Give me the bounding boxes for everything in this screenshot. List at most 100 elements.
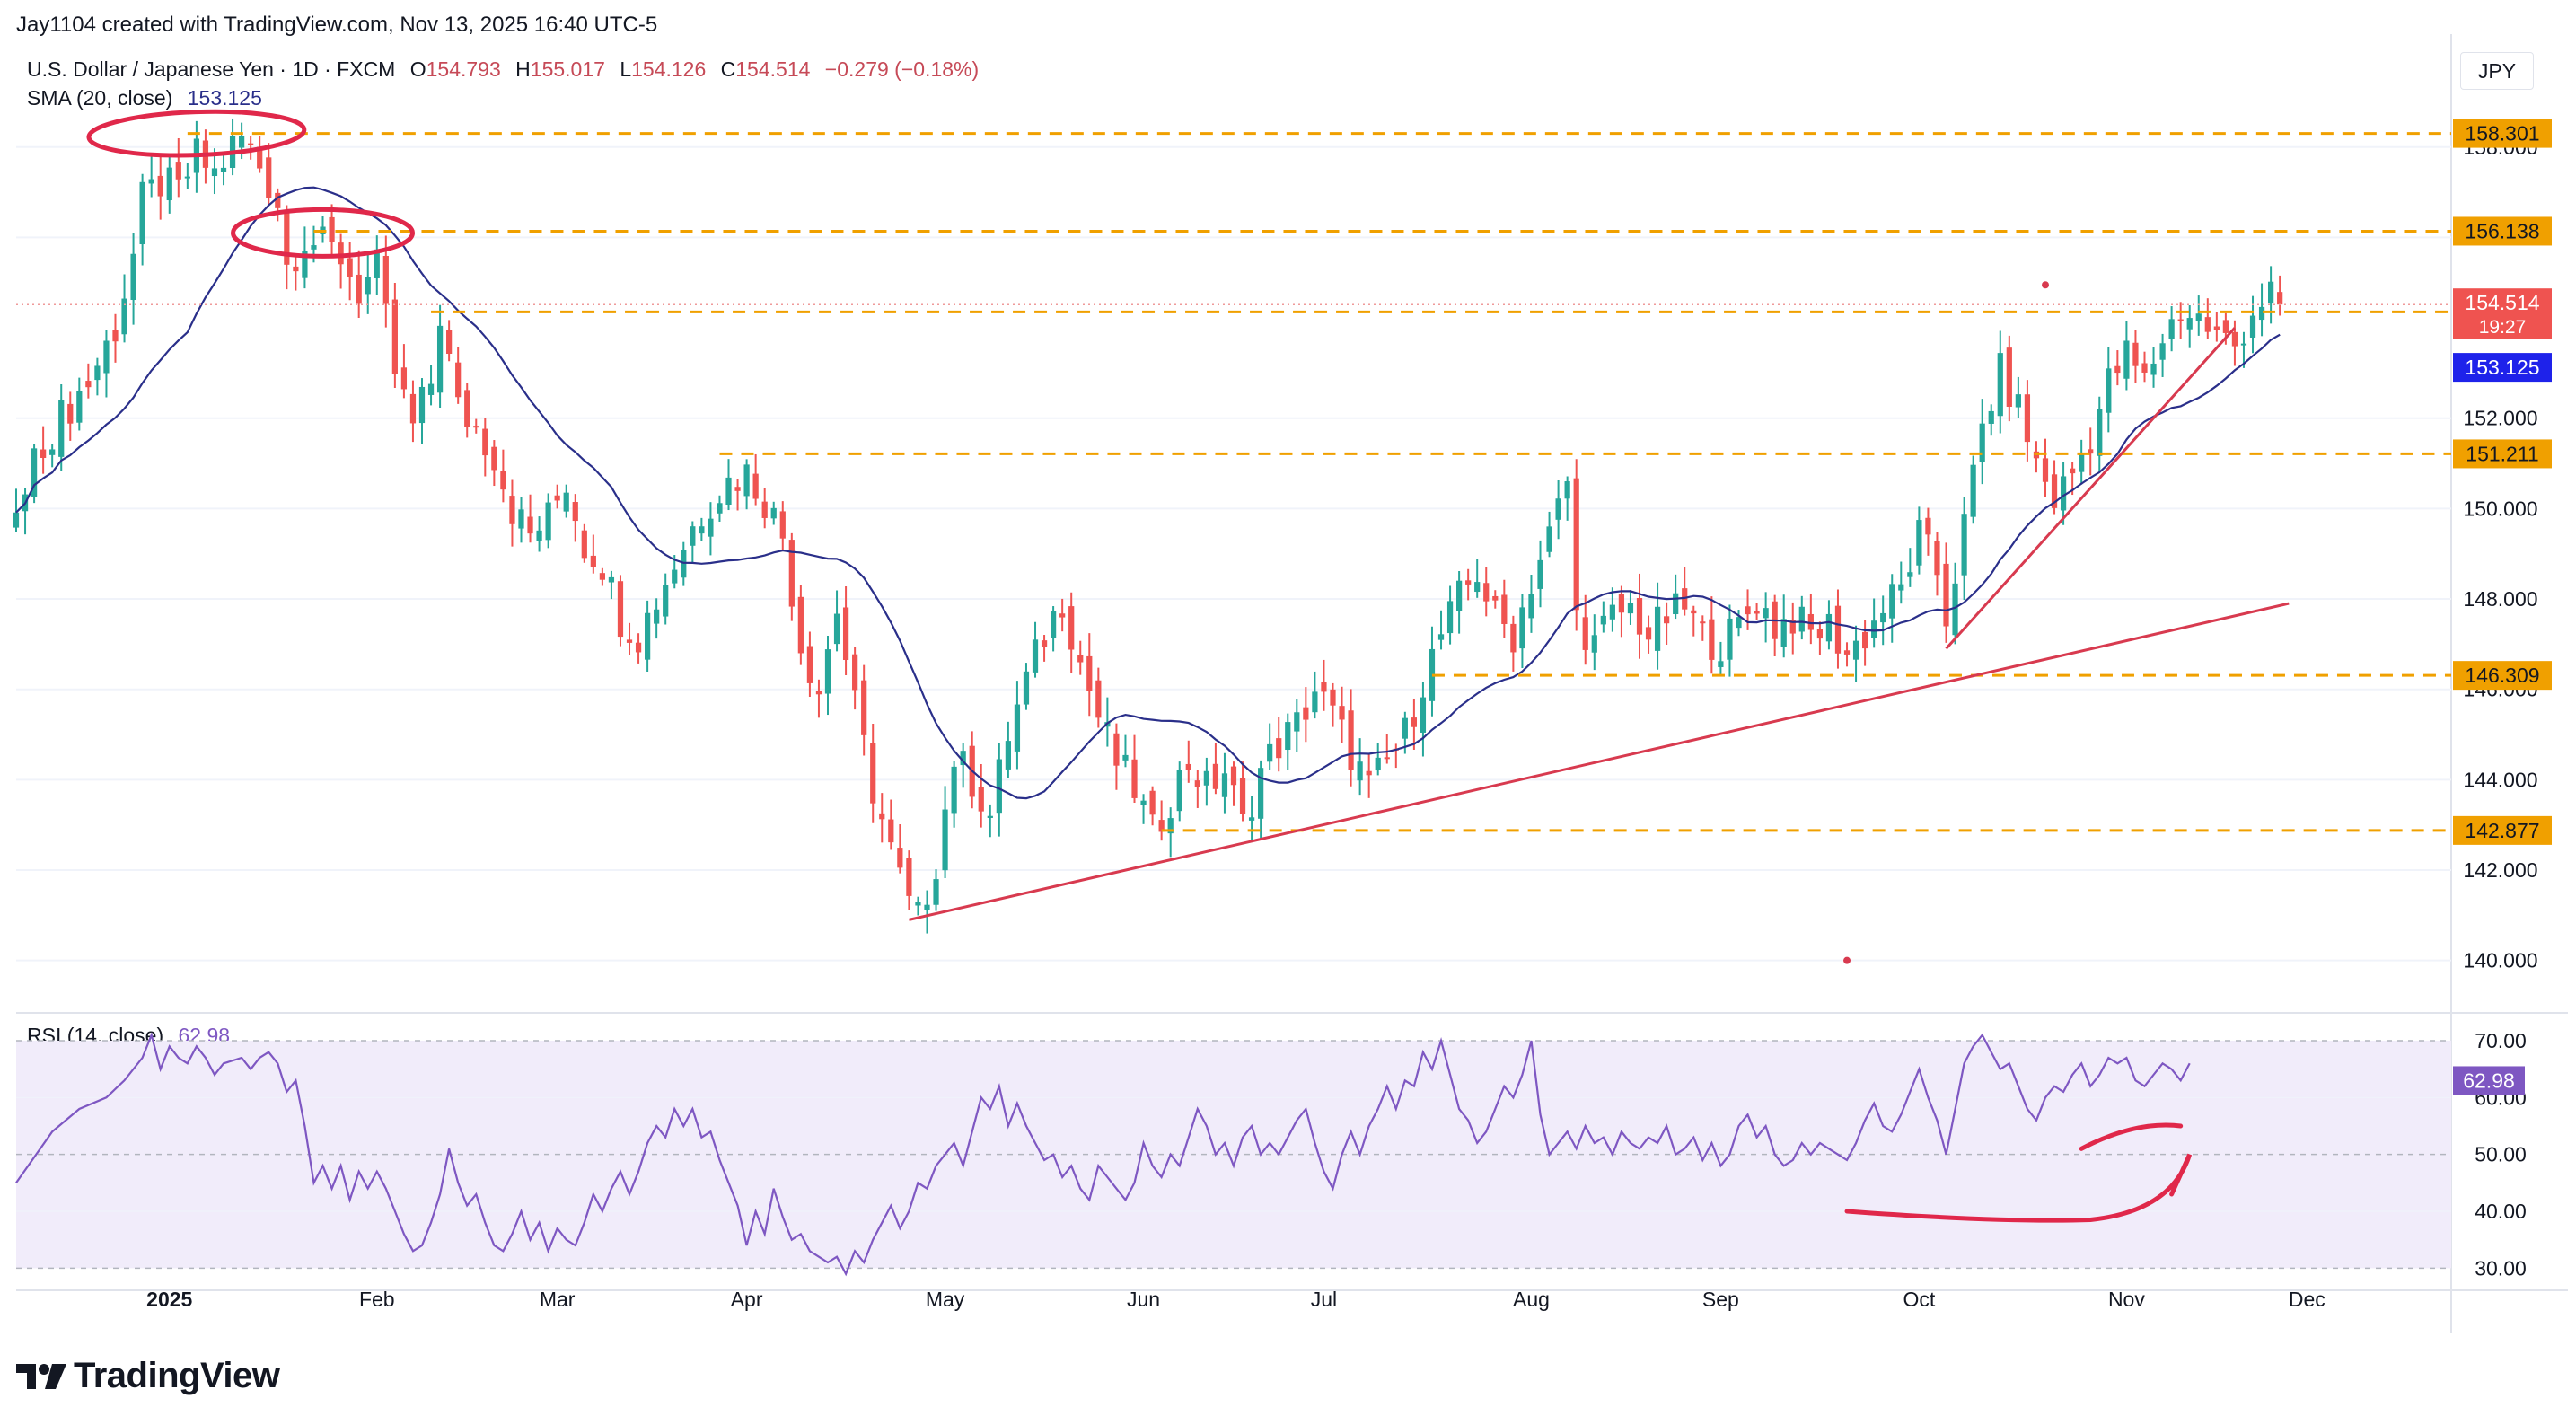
candle-body [1465, 580, 1472, 585]
annotation-circle [86, 109, 307, 158]
candle-body [347, 258, 353, 277]
candle-body [418, 386, 426, 424]
candle-body [1050, 611, 1057, 638]
candle-body [1528, 594, 1534, 619]
sma-legend[interactable]: SMA (20, close) 153.125 [27, 86, 262, 110]
candle-body [797, 596, 804, 654]
candle-body [1005, 741, 1012, 770]
candle-body [1519, 607, 1525, 649]
candle-body [157, 175, 163, 197]
candle-body [436, 325, 444, 393]
candle-body [518, 509, 524, 529]
candle-body [220, 167, 227, 172]
candle-body [1825, 613, 1833, 642]
candle-body [1609, 604, 1615, 620]
candle-body [1248, 817, 1255, 821]
time-axis-label: 2025 [146, 1288, 192, 1311]
level-price-label: 158.301 [2465, 122, 2539, 145]
symbol-title: U.S. Dollar / Japanese Yen · 1D · FXCM [27, 57, 396, 81]
candle-body [2267, 281, 2274, 304]
time-axis-label: Mar [540, 1288, 576, 1311]
candle-body [1303, 707, 1309, 720]
candle-body [2114, 365, 2121, 374]
candle-body [293, 266, 299, 272]
close-value: 154.514 [735, 57, 811, 81]
candle-body [329, 216, 335, 242]
candle-body [1357, 761, 1363, 781]
candle-body [409, 393, 417, 424]
candle-body [1221, 773, 1228, 797]
price-tick-label: 140.000 [2463, 949, 2537, 972]
candle-body [1654, 606, 1661, 651]
candle-body [2240, 343, 2247, 346]
symbol-legend[interactable]: U.S. Dollar / Japanese Yen · 1D · FXCM O… [27, 57, 979, 82]
candle-body [681, 550, 687, 578]
candle-body [1952, 583, 1958, 636]
candle-body [391, 299, 398, 374]
candle-body [1122, 754, 1129, 761]
candle-body [1023, 671, 1030, 705]
tradingview-logo-icon [16, 1363, 66, 1389]
candle-body [2070, 468, 2076, 474]
sma-value: 153.125 [187, 86, 262, 110]
candle-body [842, 607, 849, 660]
candle-body [1745, 606, 1751, 615]
candle-body [1411, 717, 1418, 727]
candle-body [2141, 363, 2148, 373]
candle-body [166, 167, 172, 201]
candle-body [1618, 594, 1625, 613]
candle-body [175, 162, 181, 180]
candle-body [1077, 655, 1084, 663]
price-tick-label: 144.000 [2463, 768, 2537, 791]
sma-price-tag [2453, 353, 2552, 383]
price-tick-label: 152.000 [2463, 407, 2537, 430]
candle-body [1267, 743, 1273, 762]
brand-name: TradingView [74, 1356, 280, 1395]
time-axis-label: Sep [1702, 1288, 1739, 1311]
candle-body [464, 390, 470, 427]
candle-body [1321, 682, 1327, 692]
time-axis-label: Feb [359, 1288, 395, 1311]
candle-body [121, 298, 127, 335]
candle-body [1889, 584, 1895, 619]
level-price-tag [2453, 815, 2552, 845]
candle-body [112, 330, 119, 342]
candle-body [752, 473, 759, 499]
candle-body [1375, 757, 1381, 771]
candle-body [1483, 583, 1490, 602]
candle-body [833, 613, 840, 645]
candle-body [1492, 595, 1499, 601]
candle-body [1285, 722, 1291, 751]
candle-body [1420, 697, 1427, 733]
candle-body [942, 809, 948, 871]
candle-body [915, 902, 921, 906]
candle-body [1573, 478, 1579, 611]
currency-button[interactable]: JPY [2460, 52, 2534, 90]
candle-body [2213, 326, 2220, 330]
candle-body [1834, 605, 1842, 654]
candle-body [861, 680, 867, 735]
candle-body [536, 530, 542, 541]
candle-body [1736, 617, 1742, 629]
candle-body [1068, 606, 1075, 650]
candle-body [978, 787, 984, 812]
tradingview-brand[interactable]: TradingView [16, 1356, 280, 1396]
candle-body [779, 511, 786, 539]
level-price-label: 151.211 [2466, 442, 2538, 465]
candle-body [672, 569, 678, 584]
candle-body [1934, 541, 1940, 576]
rsi-tick-label: 40.00 [2475, 1200, 2527, 1223]
candle-body [491, 446, 497, 471]
candle-body [743, 464, 750, 497]
candle-body [690, 526, 696, 546]
candle-body [2249, 315, 2256, 338]
candle-body [1546, 526, 1552, 552]
candle-body [806, 646, 813, 683]
annotation-stroke [2079, 1122, 2184, 1151]
candle-body [581, 530, 587, 559]
candle-body [257, 146, 263, 169]
current-price-label: 154.514 [2465, 291, 2539, 314]
candle-body [545, 502, 551, 541]
candle-body [509, 496, 515, 524]
